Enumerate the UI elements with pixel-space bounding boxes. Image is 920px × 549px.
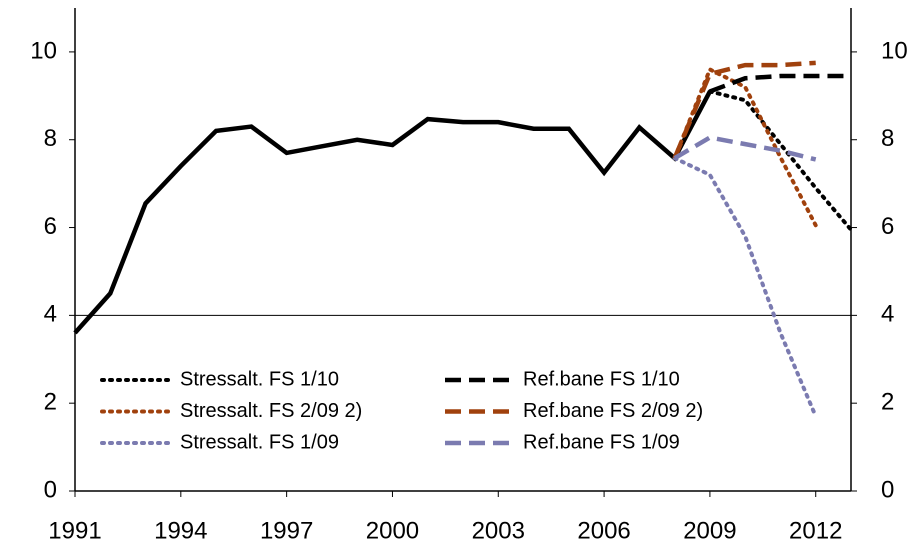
x-tick-label: 1994	[154, 517, 207, 544]
series-line	[709, 73, 851, 94]
y-tick-label: 0	[44, 476, 57, 503]
y2-tick-label: 2	[881, 389, 894, 416]
y-tick-label: 10	[30, 37, 57, 64]
legend-label: Ref.bane FS 1/09	[523, 431, 680, 453]
legend-label: Stressalt. FS 2/09 2)	[180, 400, 362, 422]
series-line	[672, 60, 816, 160]
series-line	[672, 156, 818, 419]
legend-label: Ref.bane FS 1/10	[523, 368, 680, 390]
legend-label: Stressalt. FS 1/09	[180, 431, 339, 453]
series-line	[73, 90, 712, 335]
y2-tick-label: 0	[881, 476, 894, 503]
x-tick-label: 2012	[789, 517, 842, 544]
x-tick-label: 2003	[472, 517, 525, 544]
x-tick-label: 2000	[366, 517, 419, 544]
y-tick-label: 6	[44, 213, 57, 240]
x-tick-label: 1997	[260, 517, 313, 544]
x-tick-label: 2006	[577, 517, 630, 544]
series-line	[707, 89, 853, 232]
series-line	[672, 66, 818, 228]
x-tick-label: 2009	[683, 517, 736, 544]
legend-label: Ref.bane FS 2/09 2)	[523, 400, 703, 422]
y-tick-label: 2	[44, 389, 57, 416]
x-tick-label: 1991	[48, 517, 101, 544]
series-line	[673, 135, 817, 162]
y2-tick-label: 10	[881, 37, 908, 64]
y-tick-label: 4	[44, 301, 57, 328]
y-tick-label: 8	[44, 125, 57, 152]
legend: Stressalt. FS 1/10 Stressalt. FS 2/09 2) S…	[100, 368, 703, 453]
y2-tick-label: 4	[881, 301, 894, 328]
y2-tick-label: 8	[881, 125, 894, 152]
y2-tick-label: 6	[881, 213, 894, 240]
legend-label: Stressalt. FS 1/10	[180, 368, 339, 390]
